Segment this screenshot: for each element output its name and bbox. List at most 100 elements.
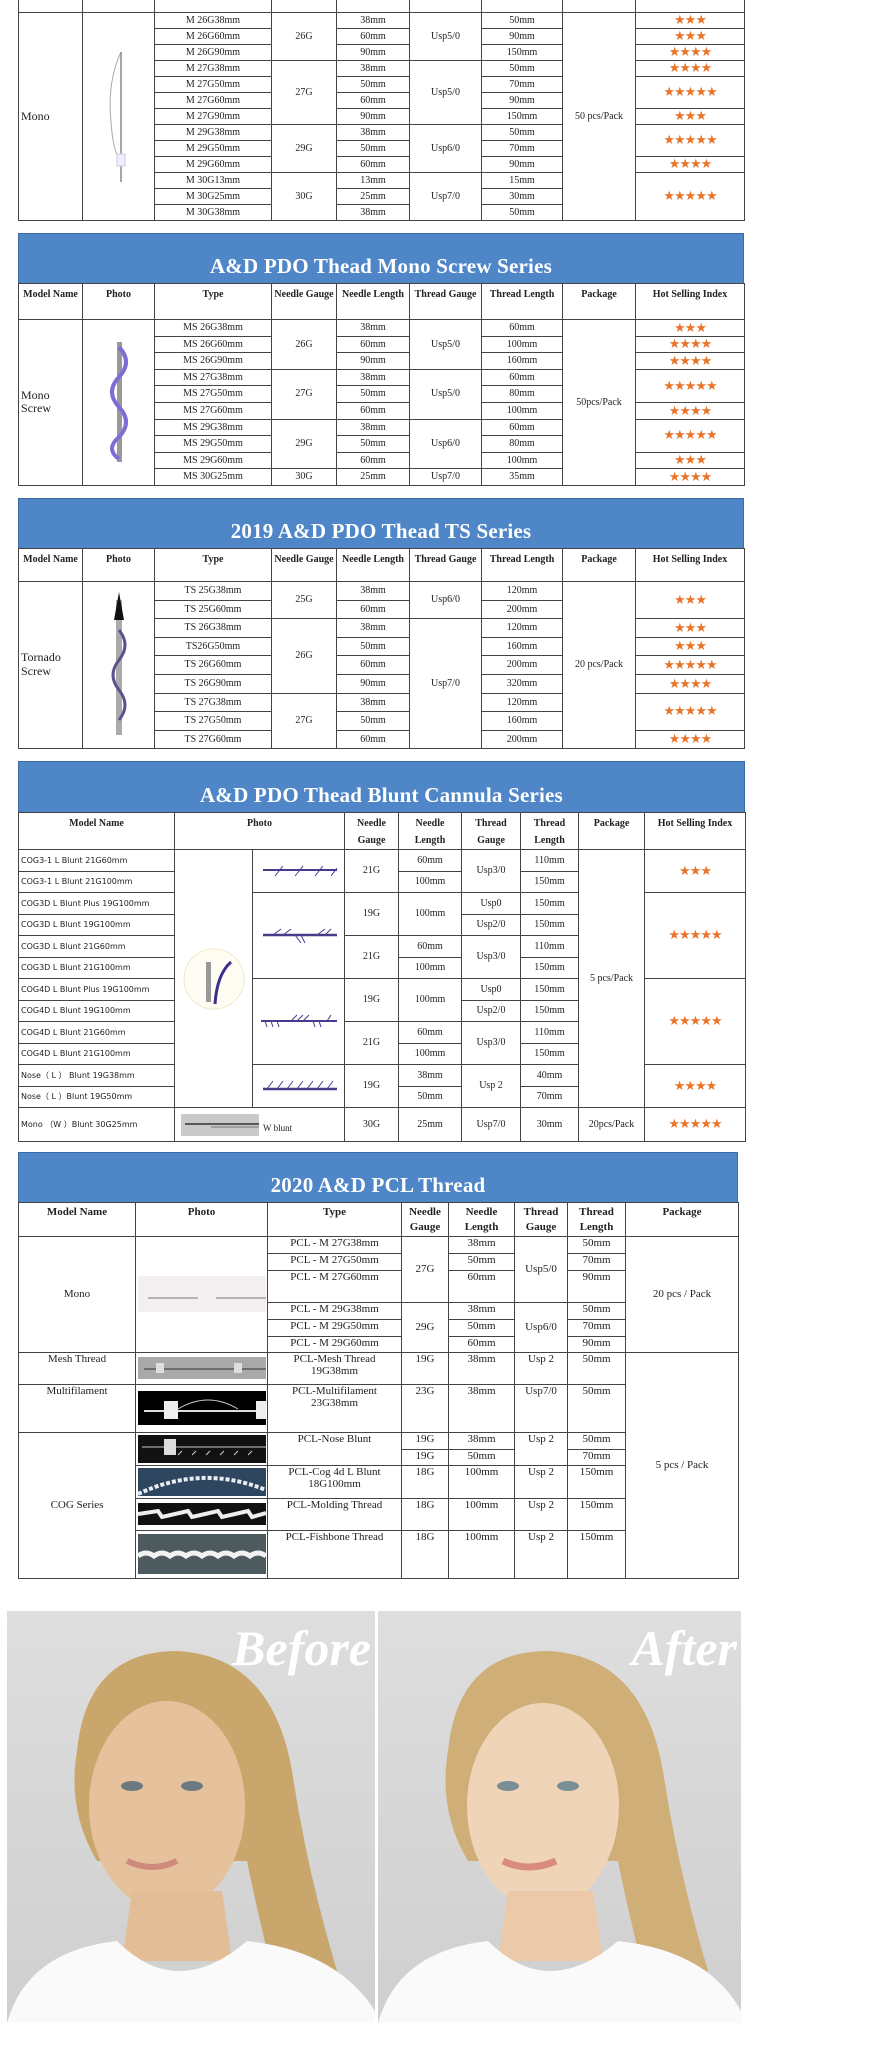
table-cell: MS 29G60mm bbox=[154, 451, 272, 470]
hot-selling-cell: ★★★★ bbox=[635, 468, 745, 486]
table-cell: PCL - M 27G60mm bbox=[267, 1269, 402, 1303]
table-cell: 90mm bbox=[336, 108, 410, 125]
table-row: COG3D L Blunt 21G60mm 21G 60mm Usp3/0 110mm bbox=[18, 935, 746, 979]
table-cell: 38mm bbox=[336, 124, 410, 141]
table-row: PCL-Cog 4d L Blunt 18G100mm 18G 100mm Usp 2… bbox=[19, 1464, 739, 1499]
table-row: MS 29G60mm 60mm 100mm ★★★ bbox=[19, 451, 745, 470]
table-cell: Usp 2 bbox=[461, 1064, 521, 1108]
table-row: MS 27G50mm 50mm 80mm bbox=[19, 385, 745, 403]
hot-selling-cell: ★★★★★ bbox=[635, 172, 745, 221]
table-cell: PCL-Fishbone Thread bbox=[267, 1529, 402, 1579]
table-cell: Usp 2 bbox=[514, 1431, 568, 1466]
table-row: M 30G38mm 38mm 50mm bbox=[19, 204, 745, 221]
star-rating-icon: ★★★★★ bbox=[663, 132, 717, 148]
table-cell: 38mm bbox=[336, 12, 410, 29]
table-cell: 150mm bbox=[520, 870, 579, 893]
table-cell: 150mm bbox=[481, 108, 563, 125]
column-header: Type bbox=[154, 0, 272, 13]
star-rating-icon: ★★★★ bbox=[673, 1077, 718, 1093]
hot-selling-cell: ★★★★ bbox=[635, 335, 745, 354]
table-row: COG Series PCL-Nose Blunt 19G 38mm Usp 2 50mm bbox=[18, 1431, 739, 1579]
table-cell: PCL - M 27G38mm bbox=[267, 1235, 402, 1254]
table-cell: 50mm bbox=[448, 1252, 515, 1271]
table-cell: Usp5/0 bbox=[514, 1235, 568, 1303]
column-header: Thread Length bbox=[567, 1202, 626, 1237]
table-cell: 80mm bbox=[481, 435, 563, 453]
product-photo bbox=[135, 1529, 268, 1579]
table-cell: 50mm bbox=[336, 435, 410, 453]
table-cell: 70mm bbox=[481, 76, 563, 93]
hot-selling-cell: ★★★★★ bbox=[635, 418, 745, 453]
table-cell: 60mm bbox=[481, 319, 563, 337]
table-cell: PCL-Mesh Thread 19G38mm bbox=[267, 1351, 402, 1385]
table-cell: M 27G90mm bbox=[154, 108, 272, 125]
table-cell: 30mm bbox=[481, 188, 563, 205]
table-cell: 60mm bbox=[336, 655, 410, 675]
table-cell: M 29G60mm bbox=[154, 156, 272, 173]
table-cell: TS 25G38mm bbox=[154, 581, 272, 601]
table-cell: 150mm bbox=[520, 892, 579, 915]
table-row: M 27G60mm 60mm 90mm bbox=[19, 92, 745, 109]
table-cell: 150mm bbox=[567, 1464, 626, 1499]
table-cell: 50mm bbox=[481, 204, 563, 221]
table-row: MS 29G50mm 50mm 80mm bbox=[19, 435, 745, 453]
table-cell: 50mm bbox=[567, 1235, 626, 1254]
table-cell: COG3D L Blunt 19G100mm bbox=[18, 913, 175, 936]
table-row: PCL - M 27G50mm 50mm 70mm bbox=[19, 1252, 739, 1271]
product-photo bbox=[252, 1064, 345, 1108]
column-header: Thread Length bbox=[520, 812, 579, 850]
star-rating-icon: ★★★★ bbox=[668, 44, 713, 60]
table-cell: TS 26G90mm bbox=[154, 673, 272, 694]
table-cell: 30G bbox=[344, 1107, 399, 1142]
table-row: MS 26G60mm 60mm 100mm ★★★★ bbox=[19, 335, 745, 354]
table-cell: 27G bbox=[271, 692, 337, 750]
table-cell: TS 27G38mm bbox=[154, 692, 272, 713]
table-cell: 38mm bbox=[336, 692, 410, 713]
table-blunt-cannula: A&D PDO Thead Blunt Cannula Series Model … bbox=[18, 761, 746, 1142]
column-header: Model Name bbox=[18, 1202, 136, 1237]
table-row: TS 26G38mm 26G 38mm Usp7/0 120mm ★★★ bbox=[19, 618, 745, 750]
table-cell: Usp6/0 bbox=[514, 1301, 568, 1353]
star-rating-icon: ★★★ bbox=[674, 452, 707, 468]
star-rating-icon: ★★★★ bbox=[668, 468, 713, 484]
table-cell: 18G bbox=[401, 1464, 449, 1499]
table-cell: 90mm bbox=[481, 28, 563, 45]
table-cell: 200mm bbox=[481, 655, 563, 675]
table-cell: 100mm bbox=[398, 978, 462, 1022]
table-cell: 70mm bbox=[520, 1085, 579, 1108]
table-cell: Usp3/0 bbox=[461, 1021, 521, 1065]
star-rating-icon: ★★★★ bbox=[668, 156, 713, 172]
table-cell: 50mm bbox=[398, 1085, 462, 1108]
table-cell: 25G bbox=[271, 580, 337, 620]
column-header: Package bbox=[562, 283, 636, 320]
table-cell: PCL - M 29G38mm bbox=[267, 1301, 402, 1320]
product-photo bbox=[174, 849, 253, 1108]
star-rating-icon: ★★★★★ bbox=[668, 1116, 722, 1132]
hot-selling-cell: ★★★ bbox=[635, 636, 745, 657]
column-header: Needle Gauge bbox=[271, 0, 337, 13]
table-row: COG4D L Blunt Plus 19G100mm 19G 100mm Usp0 1… bbox=[18, 978, 746, 1065]
product-photo bbox=[135, 1235, 268, 1353]
table-row: MS 26G90mm 90mm 160mm ★★★★ bbox=[19, 352, 745, 370]
table-cell: 90mm bbox=[481, 92, 563, 109]
table-cell: PCL - M 29G50mm bbox=[267, 1318, 402, 1337]
hot-selling-cell: ★★★★ bbox=[635, 729, 745, 750]
table-cell: TS26G50mm bbox=[154, 636, 272, 657]
table-cell: 19G bbox=[344, 978, 399, 1022]
table-cell: Usp6/0 bbox=[409, 580, 482, 620]
table-mono-screw: A&D PDO Thead Mono Screw Series Model Nam… bbox=[18, 233, 745, 486]
column-header: Hot Selling Index bbox=[635, 0, 745, 13]
hot-selling-cell: ★★★ bbox=[635, 451, 745, 470]
table-cell: Usp7/0 bbox=[409, 172, 482, 221]
table-cell: 100mm bbox=[481, 335, 563, 354]
hot-selling-cell: ★★★★★ bbox=[644, 1107, 746, 1142]
table-row: Tornado Screw TS 25G38mm 25G 38mm Usp6/0 120m… bbox=[18, 580, 745, 750]
star-rating-icon: ★★★★★ bbox=[668, 1013, 722, 1029]
column-header: Photo bbox=[135, 1202, 268, 1237]
table-cell: 38mm bbox=[336, 368, 410, 387]
product-photo bbox=[82, 12, 155, 221]
table-row: TS 27G60mm 60mm 200mm ★★★★ bbox=[19, 729, 745, 750]
column-header: Thread Gauge bbox=[409, 548, 482, 582]
